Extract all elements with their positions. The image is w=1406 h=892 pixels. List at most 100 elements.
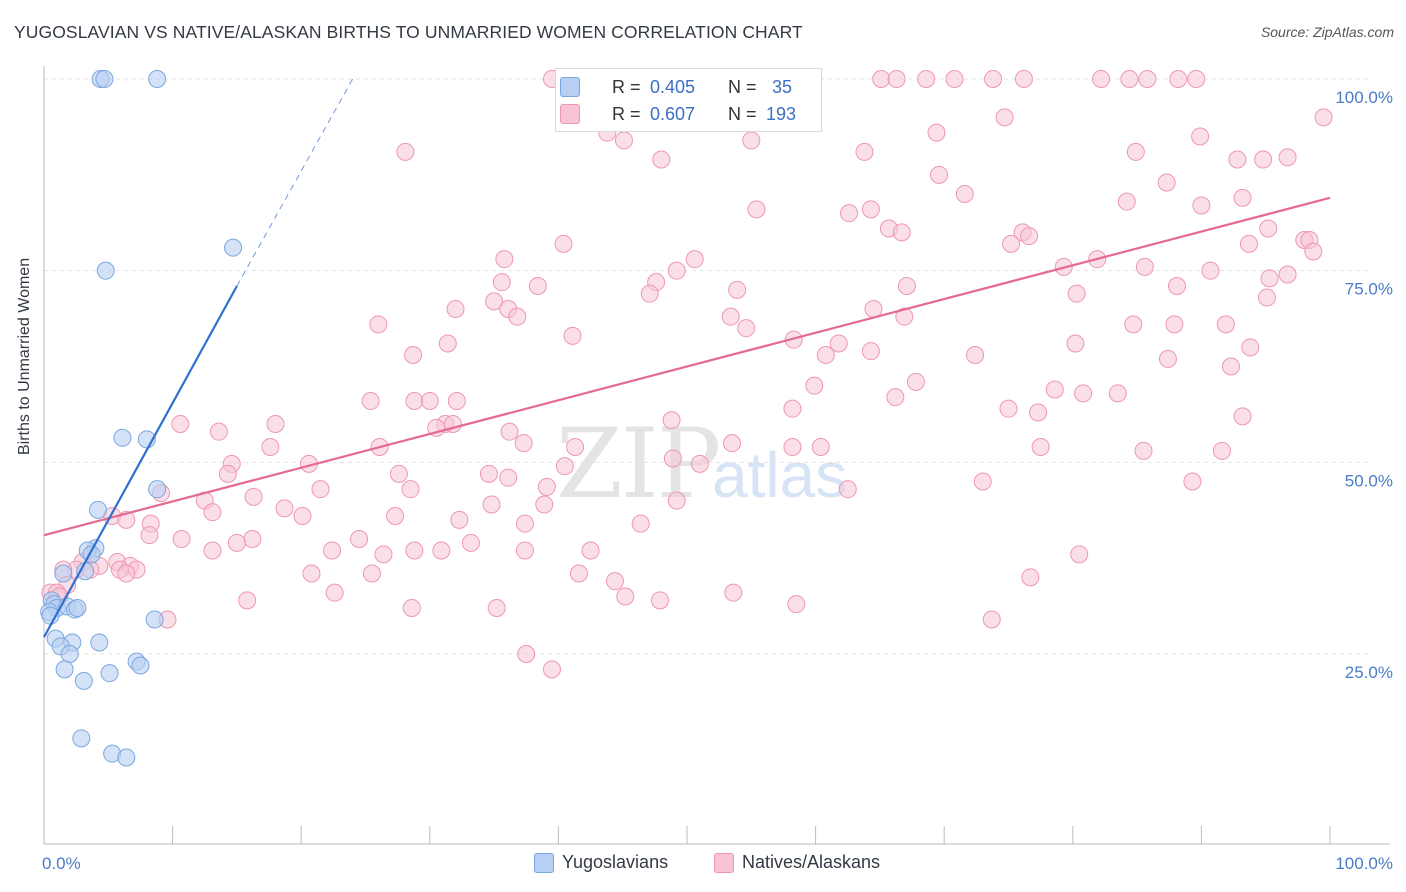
point-natives — [569, 564, 588, 583]
point-natives — [747, 200, 766, 219]
point-yugoslavians — [100, 664, 119, 683]
point-natives — [405, 392, 424, 410]
point-yugoslavians — [68, 599, 87, 617]
point-natives — [1014, 70, 1033, 88]
point-natives — [499, 468, 518, 487]
point-natives — [362, 564, 381, 583]
point-natives — [218, 464, 237, 483]
legend-swatch-pink — [560, 104, 580, 124]
point-natives — [420, 392, 439, 410]
point-natives — [955, 185, 974, 203]
r-label: R = — [612, 76, 641, 97]
point-natives — [840, 204, 859, 223]
point-natives — [663, 449, 682, 468]
point-natives — [402, 599, 421, 617]
point-natives — [614, 131, 633, 150]
point-natives — [171, 415, 190, 433]
point-natives — [432, 541, 451, 560]
point-natives — [1002, 234, 1021, 253]
point-natives — [917, 70, 936, 88]
point-natives — [783, 438, 802, 456]
point-natives — [685, 250, 704, 269]
point-natives — [816, 346, 835, 364]
point-natives — [723, 434, 742, 453]
point-natives — [721, 307, 740, 326]
point-natives — [690, 454, 709, 473]
legend-swatch-blue — [560, 77, 580, 97]
point-natives — [728, 280, 747, 299]
point-natives — [1191, 127, 1210, 146]
point-natives — [515, 514, 534, 533]
point-natives — [1158, 349, 1177, 368]
point-natives — [1031, 438, 1050, 456]
point-natives — [374, 545, 393, 564]
point-yugoslavians — [131, 656, 150, 675]
point-natives — [667, 491, 686, 510]
point-natives — [323, 541, 342, 560]
point-natives — [302, 564, 321, 583]
n-label: N = — [728, 76, 757, 97]
point-natives — [973, 472, 992, 491]
point-natives — [1120, 70, 1139, 88]
point-natives — [897, 277, 916, 295]
point-natives — [461, 533, 480, 552]
point-natives — [1126, 142, 1145, 161]
point-natives — [892, 223, 911, 242]
point-natives — [982, 610, 1001, 629]
point-natives — [209, 422, 228, 441]
point-natives — [350, 530, 369, 548]
point-natives — [1029, 403, 1048, 422]
point-natives — [1134, 441, 1153, 460]
point-natives — [203, 503, 222, 522]
point-natives — [293, 507, 312, 525]
point-yugoslavians — [145, 610, 164, 629]
point-natives — [581, 541, 600, 560]
point-natives — [662, 411, 681, 430]
point-natives — [554, 234, 573, 253]
point-natives — [805, 376, 824, 395]
point-yugoslavians — [54, 564, 73, 583]
point-natives — [787, 595, 806, 614]
trend-yugoslavians — [43, 285, 238, 638]
point-natives — [396, 142, 415, 161]
x-tick-label-min: 0.0% — [42, 854, 81, 873]
point-natives — [361, 392, 380, 410]
point-natives — [485, 292, 504, 311]
point-natives — [542, 660, 561, 679]
point-natives — [1254, 150, 1273, 169]
point-natives — [652, 150, 671, 169]
point-yugoslavians — [74, 671, 93, 690]
point-natives — [514, 434, 533, 453]
y-tick-label: 100.0% — [1335, 88, 1393, 107]
legend-item-yugoslavians[interactable]: Yugoslavians — [534, 852, 668, 873]
point-natives — [238, 591, 257, 610]
point-yugoslavians — [148, 480, 167, 499]
point-natives — [261, 438, 280, 456]
point-natives — [369, 315, 388, 334]
point-natives — [482, 495, 501, 514]
point-natives — [811, 438, 830, 456]
point-natives — [783, 399, 802, 418]
tick-labels: 25.0% 50.0% 75.0% 100.0% 0.0% 100.0% — [42, 88, 1393, 873]
x-tick-label-max: 100.0% — [1335, 854, 1393, 873]
point-natives — [1169, 70, 1188, 88]
point-natives — [895, 307, 914, 326]
point-natives — [386, 507, 405, 525]
point-natives — [1070, 545, 1089, 564]
point-natives — [1187, 70, 1206, 88]
legend-item-natives[interactable]: Natives/Alaskans — [714, 852, 880, 873]
point-natives — [1067, 284, 1086, 303]
point-natives — [1117, 192, 1136, 211]
point-natives — [528, 277, 547, 295]
point-natives — [517, 645, 536, 663]
point-natives — [405, 541, 424, 560]
point-natives — [930, 165, 949, 184]
point-natives — [872, 70, 891, 88]
point-natives — [1165, 315, 1184, 334]
point-natives — [838, 480, 857, 499]
point-natives — [566, 438, 585, 456]
point-natives — [1278, 265, 1297, 284]
point-natives — [667, 261, 686, 280]
point-natives — [999, 399, 1018, 418]
point-yugoslavians — [89, 500, 108, 519]
